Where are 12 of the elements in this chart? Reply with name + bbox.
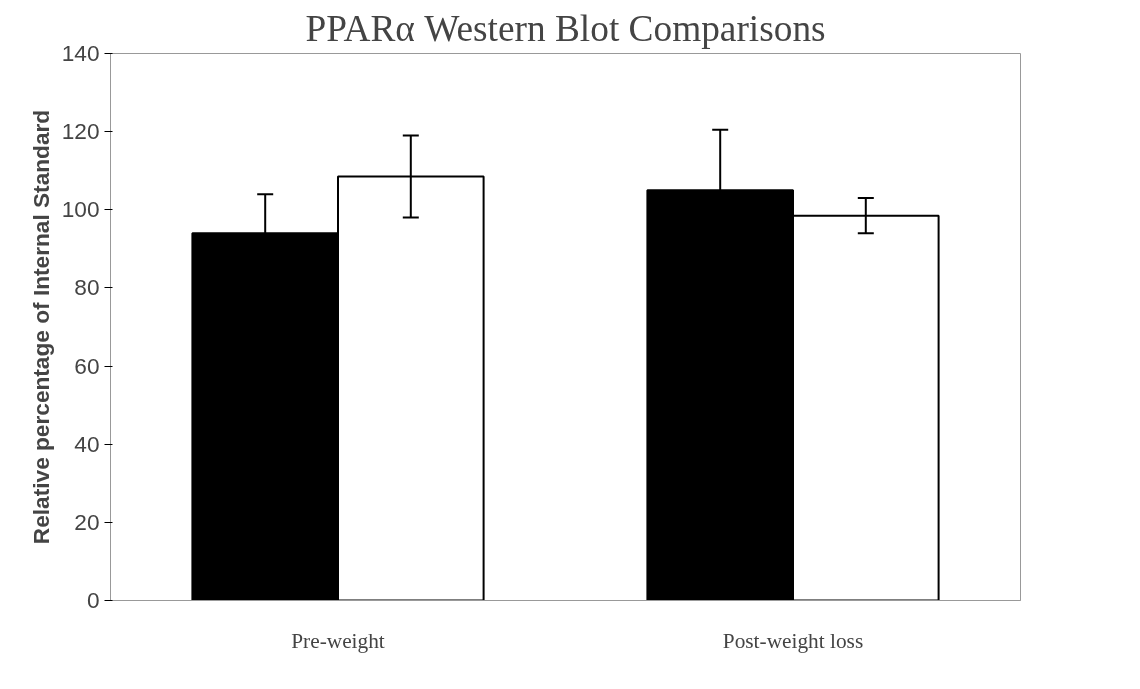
y-tick-label: 80 <box>74 274 100 301</box>
y-tick-label: 40 <box>74 430 100 457</box>
y-tick-label: 140 <box>61 40 100 66</box>
y-tick-label: 0 <box>86 587 100 613</box>
y-axis-title: Relative percentage of Internal Standard <box>27 109 54 545</box>
y-tick-label: 100 <box>61 196 100 223</box>
x-tick-label: Post-weight loss <box>722 628 864 653</box>
x-tick-label: Pre-weight <box>291 628 385 653</box>
y-tick-label: 20 <box>74 508 100 535</box>
chart-title: PPARα Western Blot Comparisons <box>305 7 826 49</box>
y-tick-label: 60 <box>74 352 100 379</box>
y-tick-label: 120 <box>61 118 100 145</box>
